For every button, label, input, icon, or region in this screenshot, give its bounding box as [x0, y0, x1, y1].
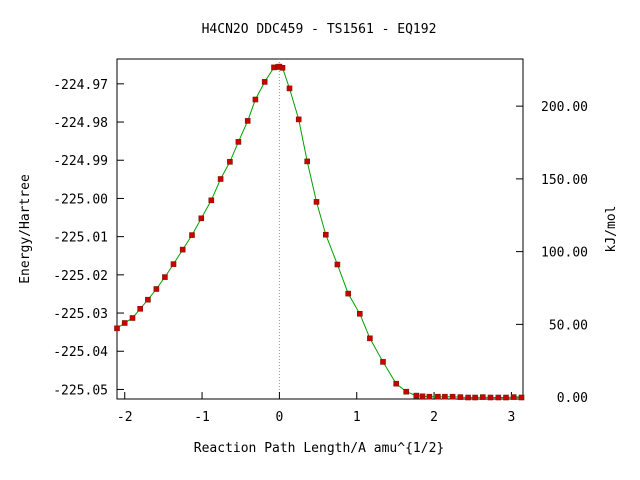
data-point: [393, 380, 400, 387]
y-tick-label: -225.04: [53, 345, 108, 360]
data-point: [198, 215, 205, 222]
energy-curve-line: [116, 66, 522, 398]
data-point: [380, 359, 386, 365]
data-point: [419, 393, 426, 400]
data-point: [121, 320, 128, 326]
data-point: [252, 96, 259, 103]
y-tick-label: -225.01: [53, 231, 108, 246]
y2-tick-label: 200.00: [541, 100, 588, 115]
plot-frame: [116, 58, 524, 400]
y-axis-label: Energy/Hartree: [18, 174, 33, 284]
left-axis-ticks: -224.97 -224.98 -224.99 -225.00 -225.01 -225.…: [53, 78, 124, 398]
data-point: [304, 158, 311, 165]
y-tick-label: -225.03: [53, 307, 108, 322]
data-point: [345, 290, 352, 297]
y-tick-label: -225.02: [53, 269, 108, 284]
data-point: [208, 197, 215, 204]
data-point: [472, 394, 478, 401]
data-point: [442, 393, 448, 400]
data-point: [244, 118, 251, 124]
data-point: [145, 296, 151, 303]
data-point: [227, 159, 233, 165]
x-tick-label: 0: [275, 410, 283, 425]
data-point: [495, 394, 502, 401]
data-point: [286, 85, 293, 92]
data-point: [170, 261, 177, 267]
y2-tick-label: 0.00: [557, 391, 588, 406]
data-point: [356, 310, 363, 317]
y-tick-label: -224.98: [53, 116, 108, 131]
data-point: [367, 335, 373, 342]
data-point: [503, 394, 509, 401]
y-tick-label: -224.97: [53, 78, 108, 93]
data-point: [162, 274, 168, 280]
data-point: [413, 392, 420, 399]
x-tick-label: 3: [507, 410, 515, 425]
x-tick-label: -1: [194, 410, 210, 425]
y2-tick-label: 150.00: [541, 173, 588, 188]
data-point: [518, 394, 525, 401]
data-point: [295, 116, 302, 123]
y-tick-label: -225.00: [53, 192, 108, 207]
y2-tick-label: 50.00: [549, 318, 588, 333]
data-point: [449, 393, 456, 400]
data-point: [153, 286, 160, 292]
data-point: [261, 79, 268, 85]
x-axis-label: Reaction Path Length/A amu^{1/2}: [194, 441, 444, 456]
data-point: [137, 305, 143, 312]
data-point: [334, 261, 341, 268]
data-point: [114, 325, 120, 332]
x-tick-label: 2: [430, 410, 438, 425]
data-point: [313, 199, 320, 205]
y-tick-label: -225.05: [53, 383, 108, 398]
data-point: [426, 393, 433, 400]
data-point: [189, 232, 195, 238]
data-point: [129, 315, 136, 321]
data-point: [465, 394, 471, 401]
right-axis-ticks: 0.00 50.00 100.00 150.00 200.00: [516, 100, 588, 406]
data-point: [279, 65, 286, 71]
data-point: [179, 246, 186, 253]
y2-tick-label: 100.00: [541, 246, 588, 261]
y2-axis-label: kJ/mol: [604, 206, 619, 253]
data-point: [217, 176, 224, 182]
y-tick-label: -224.99: [53, 154, 108, 169]
data-point: [457, 394, 464, 400]
data-point: [435, 393, 441, 400]
data-point: [487, 394, 494, 401]
chart-title: H4CN2O DDC459 - TS1561 - EQ192: [202, 22, 437, 37]
energy-data-points: [114, 63, 525, 401]
data-point: [322, 231, 329, 238]
x-tick-label: 1: [353, 410, 361, 425]
data-point: [510, 394, 517, 400]
data-point: [235, 139, 242, 145]
x-axis-ticks: -2 -1 0 1 2 3: [117, 392, 515, 425]
data-point: [479, 394, 486, 400]
x-tick-label: -2: [117, 410, 133, 425]
data-point: [403, 388, 410, 395]
